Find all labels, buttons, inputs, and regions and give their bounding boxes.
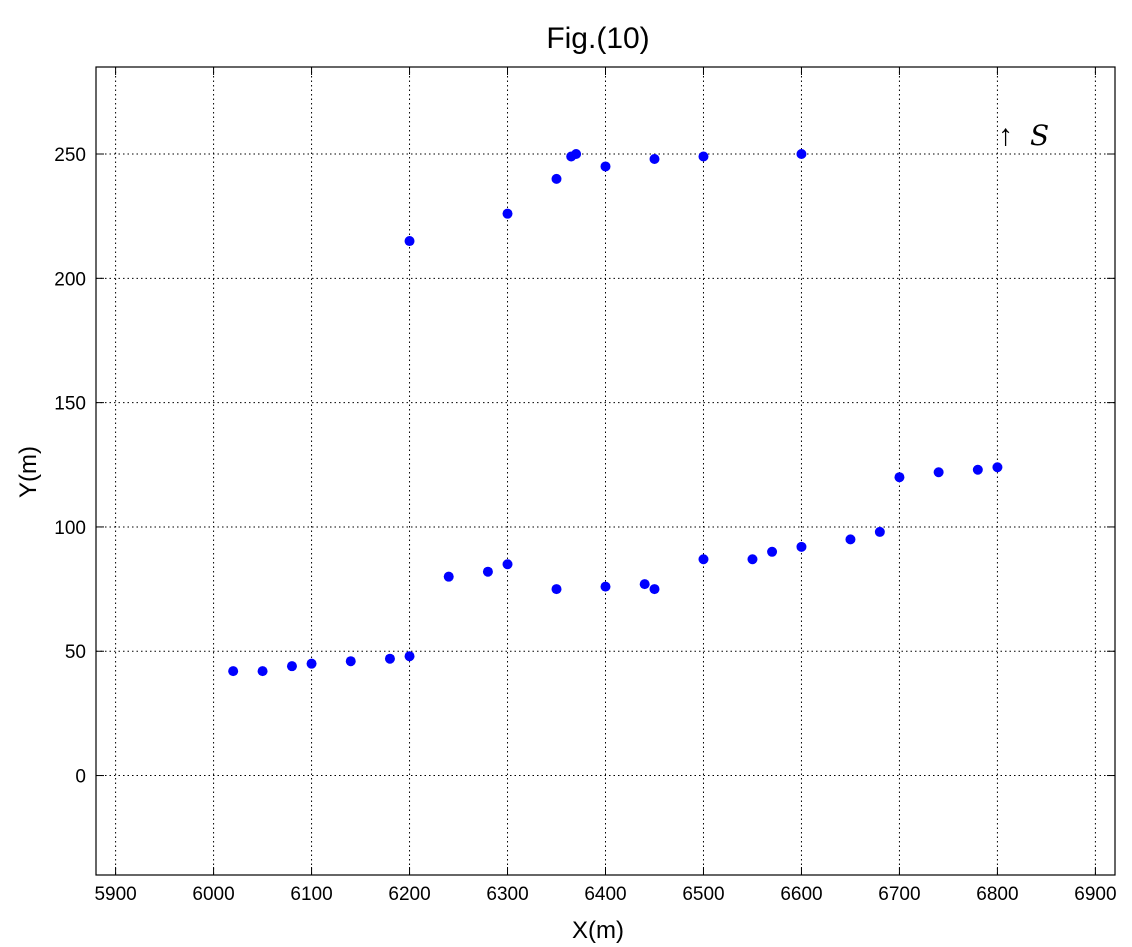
data-point bbox=[600, 161, 611, 172]
x-tick-label: 6700 bbox=[878, 884, 920, 905]
data-point bbox=[551, 173, 562, 184]
data-point bbox=[649, 153, 660, 164]
data-point bbox=[874, 526, 885, 537]
grid bbox=[96, 67, 1115, 875]
x-tick-label: 6900 bbox=[1074, 884, 1116, 905]
data-points bbox=[228, 149, 1003, 677]
data-point bbox=[443, 571, 454, 582]
data-point bbox=[639, 579, 650, 590]
data-point bbox=[600, 581, 611, 592]
data-point bbox=[482, 566, 493, 577]
data-point bbox=[894, 472, 905, 483]
data-point bbox=[257, 666, 268, 677]
data-point bbox=[972, 464, 983, 475]
y-axis-label: Y(m) bbox=[15, 446, 42, 498]
data-point bbox=[228, 666, 239, 677]
data-point bbox=[286, 661, 297, 672]
y-tick-label: 0 bbox=[75, 767, 86, 788]
data-point bbox=[992, 462, 1003, 473]
data-point bbox=[306, 658, 317, 669]
data-point bbox=[551, 584, 562, 595]
data-point bbox=[502, 208, 513, 219]
data-point bbox=[384, 653, 395, 664]
x-tick-label: 6800 bbox=[976, 884, 1018, 905]
data-point bbox=[404, 651, 415, 662]
y-tick-label: 50 bbox=[65, 642, 86, 663]
y-tick-label: 250 bbox=[54, 145, 86, 166]
chart-title: Fig.(10) bbox=[546, 22, 649, 55]
data-point bbox=[747, 554, 758, 565]
x-tick-label: 6400 bbox=[584, 884, 626, 905]
up-arrow-icon: ↑ bbox=[998, 119, 1013, 152]
data-point bbox=[698, 554, 709, 565]
x-tick-label: 6300 bbox=[486, 884, 528, 905]
y-tick-label: 150 bbox=[54, 394, 86, 415]
north-annotation: ↑ S bbox=[998, 119, 1049, 152]
data-point bbox=[933, 467, 944, 478]
data-point bbox=[404, 236, 415, 247]
x-axis-label: X(m) bbox=[572, 917, 624, 944]
ticks: 5900 6000 6100 6200 6300 6400 6500 6600 6700 6800… bbox=[54, 67, 1117, 905]
x-tick-label: 6100 bbox=[290, 884, 332, 905]
data-point bbox=[796, 541, 807, 552]
x-tick-label: 6500 bbox=[682, 884, 724, 905]
data-point bbox=[345, 656, 356, 667]
data-point bbox=[796, 149, 807, 160]
data-point bbox=[649, 584, 660, 595]
x-tick-label: 6200 bbox=[388, 884, 430, 905]
data-point bbox=[571, 149, 582, 160]
data-point bbox=[767, 546, 778, 557]
data-point bbox=[845, 534, 856, 545]
y-tick-label: 100 bbox=[54, 518, 86, 539]
x-tick-label: 5900 bbox=[94, 884, 136, 905]
data-point bbox=[502, 559, 513, 570]
annotation-symbol: S bbox=[1030, 119, 1049, 152]
x-tick-label: 6000 bbox=[192, 884, 234, 905]
y-tick-label: 200 bbox=[54, 269, 86, 290]
x-tick-label: 6600 bbox=[780, 884, 822, 905]
data-point bbox=[698, 151, 709, 162]
